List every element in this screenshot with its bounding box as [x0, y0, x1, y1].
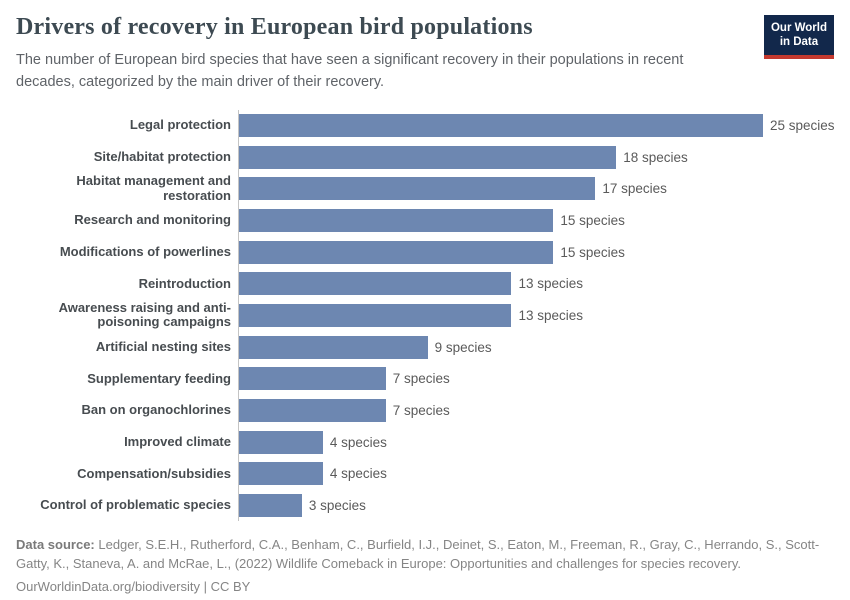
chart-row: Modifications of powerlines 15 species — [16, 236, 834, 268]
bar-area: 7 species — [238, 394, 834, 427]
category-label: Artificial nesting sites — [95, 338, 231, 354]
owid-logo-line2: in Data — [779, 36, 819, 49]
chart-row: Artificial nesting sites 9 species — [16, 331, 834, 363]
category-label: Modifications of powerlines — [59, 243, 231, 259]
bar-area: 3 species — [238, 489, 834, 522]
bar-area: 7 species — [238, 363, 834, 395]
value-label: 13 species — [518, 276, 584, 292]
category-label: Habitat management and restoration — [76, 173, 231, 203]
category-label: Reintroduction — [138, 275, 231, 291]
data-source: Data source: Ledger, S.E.H., Rutherford,… — [16, 536, 834, 573]
chart-row: Reintroduction 13 species — [16, 267, 834, 300]
chart-row: Site/habitat protection 18 species — [16, 141, 834, 173]
footer-links: OurWorldinData.org/biodiversity | CC BY — [16, 579, 834, 594]
owid-logo[interactable]: Our World in Data — [763, 15, 834, 59]
owid-url-link[interactable]: OurWorldinData.org/biodiversity — [16, 579, 200, 595]
bar-area: 25 species — [238, 109, 835, 142]
chart-row: Compensation/subsidies 4 species — [16, 458, 834, 490]
license-link[interactable]: CC BY — [210, 579, 251, 595]
bar[interactable] — [239, 145, 617, 169]
bar[interactable] — [239, 399, 386, 423]
header: Drivers of recovery in European bird pop… — [16, 14, 834, 94]
chart-row: Legal protection 25 species — [16, 109, 835, 142]
category-label: Awareness raising and anti-poisoning cam… — [58, 299, 231, 330]
chart-row: Habitat management and restoration 17 spe… — [16, 172, 834, 205]
bar-area: 4 species — [238, 426, 834, 459]
footer: Data source: Ledger, S.E.H., Rutherford,… — [16, 536, 834, 594]
value-label: 13 species — [518, 307, 584, 323]
value-label: 7 species — [392, 403, 450, 419]
value-label: 3 species — [308, 498, 366, 514]
category-label: Improved climate — [124, 433, 231, 449]
bar[interactable] — [239, 272, 512, 296]
chart-row: Improved climate 4 species — [16, 426, 834, 459]
category-label: Ban on organochlorines — [81, 402, 231, 418]
category-label: Research and monitoring — [74, 212, 231, 228]
value-label: 4 species — [329, 466, 387, 482]
value-label: 9 species — [434, 339, 492, 355]
bar[interactable] — [239, 430, 323, 454]
bar-area: 18 species — [238, 141, 834, 173]
value-label: 25 species — [770, 117, 835, 133]
bar[interactable] — [239, 367, 386, 391]
bar[interactable] — [239, 208, 554, 232]
bar[interactable] — [239, 462, 323, 486]
chart-subtitle: The number of European bird species that… — [16, 52, 684, 90]
bar-chart: Legal protection 25 species Site/habitat p… — [16, 109, 835, 522]
chart-row: Supplementary feeding 7 species — [16, 363, 834, 395]
value-label: 7 species — [392, 371, 450, 387]
value-label: 17 species — [602, 181, 667, 197]
value-label: 15 species — [560, 244, 625, 260]
chart-row: Ban on organochlorines 7 species — [16, 394, 834, 427]
header-text: Drivers of recovery in European bird pop… — [16, 14, 716, 94]
chart-row: Research and monitoring 15 species — [16, 204, 834, 237]
bar-area: 17 species — [238, 172, 834, 205]
category-label: Legal protection — [129, 117, 231, 133]
chart-row: Awareness raising and anti-poisoning cam… — [16, 299, 834, 332]
value-label: 18 species — [623, 149, 688, 165]
bar-area: 13 species — [238, 299, 834, 332]
chart-row: Control of problematic species 3 species — [16, 489, 834, 522]
category-label: Site/habitat protection — [93, 148, 231, 164]
bar[interactable] — [239, 240, 554, 264]
data-source-label: Data source: — [16, 537, 95, 553]
value-label: 15 species — [560, 212, 625, 228]
bar-area: 4 species — [238, 458, 834, 490]
bar[interactable] — [239, 177, 596, 201]
chart-rows: Legal protection 25 species Site/habitat p… — [16, 109, 835, 522]
category-label: Compensation/subsidies — [77, 465, 231, 481]
data-source-text: Ledger, S.E.H., Rutherford, C.A., Benham… — [16, 537, 820, 571]
owid-logo-line1: Our World — [770, 22, 827, 34]
chart-title: Drivers of recovery in European bird pop… — [16, 14, 533, 40]
bar-area: 15 species — [238, 204, 834, 237]
category-label: Supplementary feeding — [87, 370, 231, 386]
bar-area: 15 species — [238, 236, 834, 268]
value-label: 4 species — [329, 434, 387, 450]
footer-separator: | — [200, 579, 211, 595]
bar[interactable] — [239, 303, 512, 327]
bar[interactable] — [239, 494, 302, 518]
bar-area: 9 species — [238, 331, 834, 363]
bar[interactable] — [239, 335, 428, 359]
bar-area: 13 species — [238, 267, 834, 300]
category-label: Control of problematic species — [40, 497, 231, 513]
bar[interactable] — [239, 113, 763, 137]
